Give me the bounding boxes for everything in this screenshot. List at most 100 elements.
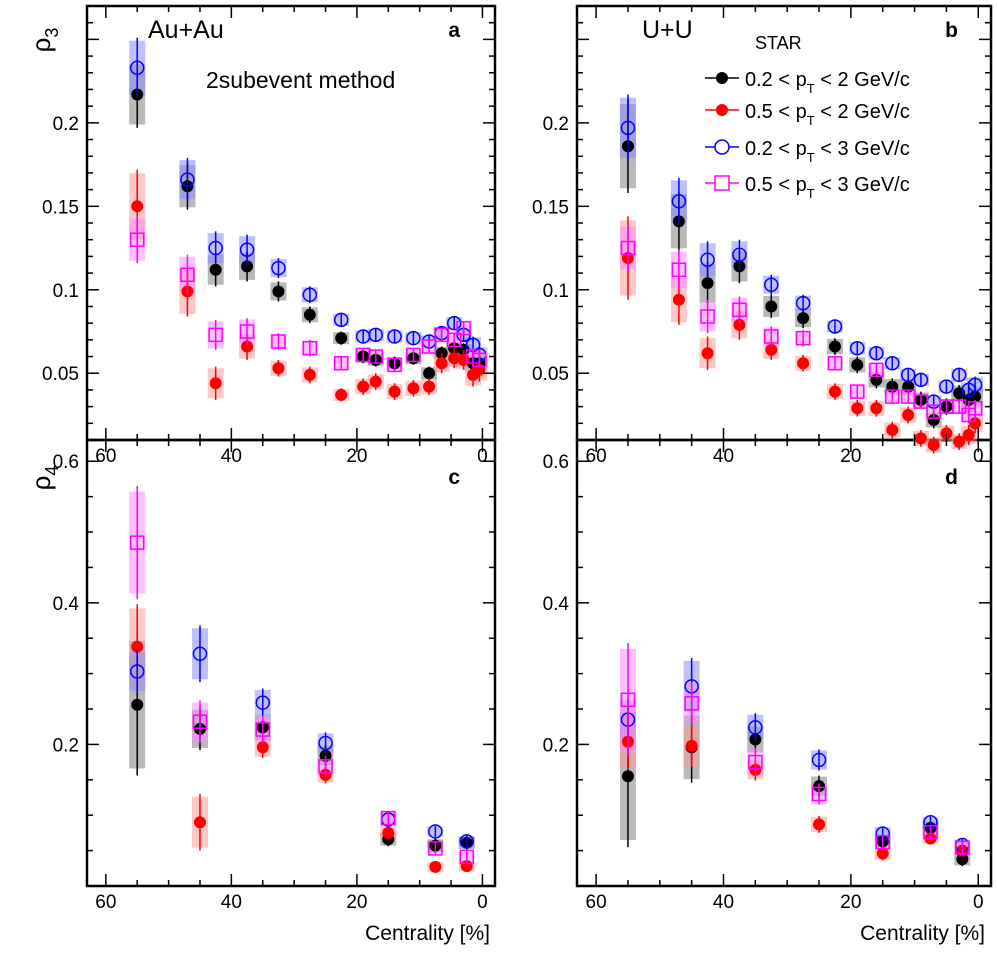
point-magenta	[764, 329, 779, 344]
point-blue	[764, 277, 779, 293]
point-black	[765, 300, 778, 313]
legend-marker-filled-circle-icon	[716, 72, 728, 84]
point-black	[621, 770, 634, 783]
point-magenta	[795, 330, 811, 346]
point-magenta	[875, 834, 890, 850]
point-red	[193, 816, 206, 829]
point-black	[969, 390, 982, 403]
legend-item-magenta: 0.5 < pT < 3 GeV/c	[705, 174, 910, 201]
point-red	[733, 318, 746, 331]
point-blue	[900, 367, 916, 383]
point-magenta	[955, 840, 970, 856]
point-magenta	[684, 696, 699, 711]
point-magenta	[406, 347, 421, 363]
point-red	[851, 402, 864, 415]
y-tick-label: 0.15	[532, 197, 569, 218]
point-red	[429, 860, 442, 873]
point-red	[131, 640, 144, 653]
point-red	[876, 847, 889, 860]
point-red	[927, 439, 940, 452]
point-blue	[271, 260, 286, 276]
point-magenta	[192, 714, 208, 730]
point-red	[813, 818, 826, 831]
point-magenta	[428, 841, 443, 856]
y-tick-label: 0.4	[543, 594, 570, 615]
point-magenta	[732, 302, 747, 318]
legend-marker-open-circle-icon	[714, 139, 730, 155]
point-blue	[387, 329, 402, 344]
x-tick-label: 20	[346, 446, 367, 467]
point-magenta	[421, 339, 437, 354]
y-tick-label: 0.2	[543, 735, 569, 756]
point-blue	[869, 345, 884, 361]
point-blue	[302, 287, 318, 303]
point-blue	[885, 355, 900, 371]
panel-c-ylabel-main: ρ	[26, 476, 56, 491]
panel-c-xlabel: Centrality [%]	[365, 922, 490, 945]
y-tick-label: 0.6	[53, 452, 79, 473]
y-tick-label: 0.2	[543, 114, 569, 135]
point-magenta	[387, 357, 402, 373]
point-magenta	[318, 759, 333, 774]
point-red	[435, 357, 448, 370]
panel-c-marks	[129, 486, 475, 873]
point-magenta	[456, 320, 471, 336]
panel-d-xlabel: Centrality [%]	[860, 922, 985, 945]
x-tick-label: 20	[840, 446, 861, 467]
point-magenta	[129, 232, 145, 247]
panel-d-letter: d	[945, 466, 958, 489]
point-magenta	[967, 401, 983, 416]
point-black	[131, 698, 144, 711]
x-tick-label: 20	[840, 892, 861, 913]
panel-a-ylabel-sub: 3	[42, 28, 62, 38]
point-blue	[732, 247, 747, 262]
point-red	[272, 362, 285, 375]
y-tick-label: 0.1	[543, 281, 569, 302]
point-red	[969, 417, 982, 430]
panel-a-system-label: Au+Au	[148, 16, 224, 44]
point-blue	[913, 372, 929, 388]
panel-c-ylabel-sub: 4	[42, 466, 62, 476]
point-red	[388, 385, 401, 398]
point-magenta	[333, 355, 349, 371]
panel-d-frame	[575, 438, 993, 888]
point-blue	[849, 340, 865, 356]
legend: 0.2 < pT < 2 GeV/c 0.5 < pT < 2 GeV/c 0.…	[705, 69, 910, 201]
point-red	[241, 340, 254, 353]
point-blue	[827, 319, 843, 334]
point-magenta	[239, 324, 255, 339]
x-tick-label: 60	[95, 446, 116, 467]
x-tick-label: 60	[586, 892, 607, 913]
point-red	[209, 377, 222, 390]
point-magenta	[271, 334, 286, 349]
panel-b-experiment-label: STAR	[755, 33, 802, 53]
legend-item-red: 0.5 < pT < 2 GeV/c	[705, 101, 910, 128]
point-red	[914, 432, 927, 445]
point-magenta	[368, 349, 383, 364]
y-tick-label: 0.6	[543, 452, 569, 473]
point-magenta	[302, 340, 318, 356]
y-tick-label: 0.2	[53, 735, 79, 756]
point-magenta	[446, 332, 462, 348]
x-tick-label: 40	[713, 892, 734, 913]
point-red	[357, 380, 370, 393]
point-magenta	[869, 362, 884, 378]
legend-label-black: 0.2 < pT < 2 GeV/c	[745, 69, 910, 96]
x-tick-label: 0	[477, 446, 488, 467]
point-red	[448, 352, 461, 365]
y-tick-label: 0.05	[42, 364, 79, 385]
point-magenta	[671, 262, 687, 277]
point-magenta	[208, 327, 223, 343]
x-tick-label: 20	[346, 892, 367, 913]
point-magenta	[620, 240, 636, 256]
legend-label-magenta: 0.5 < pT < 3 GeV/c	[745, 174, 910, 201]
point-blue	[180, 172, 195, 187]
point-red	[962, 428, 975, 441]
point-magenta	[381, 810, 396, 826]
panel-b-system-label: U+U	[642, 16, 693, 44]
y-tick-label: 0.15	[42, 197, 79, 218]
point-red	[797, 357, 810, 370]
point-blue	[951, 367, 967, 383]
point-red	[131, 200, 144, 213]
panel-a-ylabel: ρ3	[26, 28, 62, 53]
